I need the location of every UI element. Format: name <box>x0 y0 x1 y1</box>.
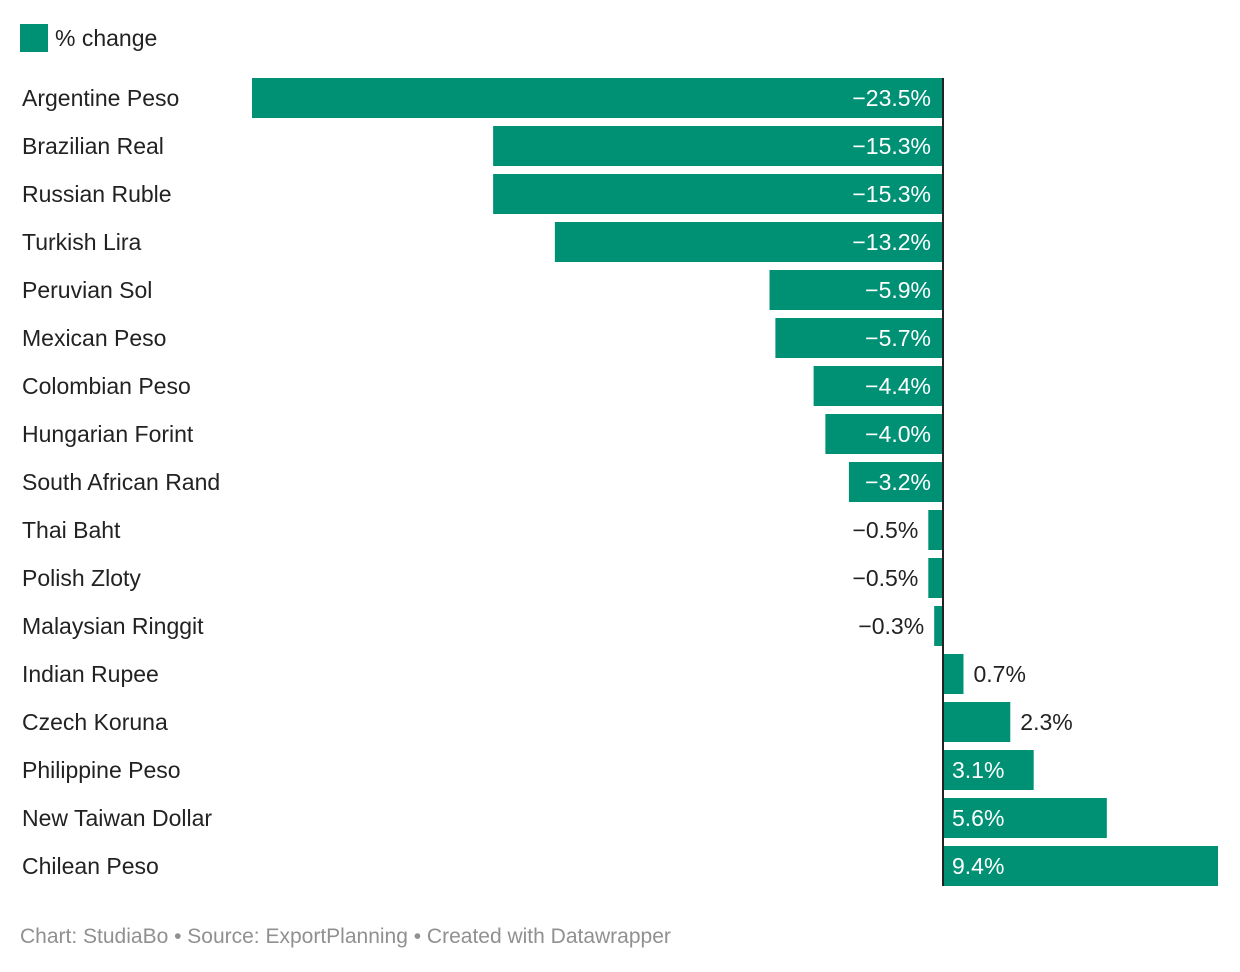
bar <box>493 174 943 214</box>
category-label: New Taiwan Dollar <box>22 805 212 831</box>
bar <box>252 78 943 118</box>
category-label: Mexican Peso <box>22 325 166 351</box>
category-label: South African Rand <box>22 469 220 495</box>
category-label: Indian Rupee <box>22 661 159 687</box>
category-label: Turkish Lira <box>22 229 141 255</box>
value-label: −5.9% <box>865 277 931 303</box>
bar <box>943 798 1107 838</box>
value-label: −3.2% <box>865 469 931 495</box>
value-label: 0.7% <box>973 661 1025 687</box>
category-label: Czech Koruna <box>22 709 168 735</box>
legend-swatch <box>20 24 48 52</box>
legend-label: % change <box>55 24 158 51</box>
value-label: −15.3% <box>852 181 931 207</box>
category-label: Hungarian Forint <box>22 421 194 447</box>
category-label: Russian Ruble <box>22 181 172 207</box>
bar <box>943 654 964 694</box>
bar <box>928 510 943 550</box>
bar <box>943 702 1011 742</box>
bar <box>943 846 1218 886</box>
bar <box>928 558 943 598</box>
category-label: Philippine Peso <box>22 757 181 783</box>
value-label: −5.7% <box>865 325 931 351</box>
bar <box>775 318 943 358</box>
bar <box>825 414 943 454</box>
category-label: Malaysian Ringgit <box>22 613 204 639</box>
bar <box>554 222 943 262</box>
category-label: Polish Zloty <box>22 565 141 591</box>
bar <box>493 126 943 166</box>
category-label: Brazilian Real <box>22 133 164 159</box>
value-label: 9.4% <box>952 853 1004 879</box>
value-label: −0.3% <box>858 613 924 639</box>
category-label: Peruvian Sol <box>22 277 152 303</box>
category-label: Chilean Peso <box>22 853 159 879</box>
value-label: 2.3% <box>1020 709 1072 735</box>
value-label: −4.4% <box>865 373 931 399</box>
bar <box>848 462 943 502</box>
value-label: −23.5% <box>852 85 931 111</box>
value-label: −13.2% <box>852 229 931 255</box>
category-label: Thai Baht <box>22 517 121 543</box>
chart-credit: Chart: StudiaBo • Source: ExportPlanning… <box>20 925 671 948</box>
value-label: −4.0% <box>865 421 931 447</box>
bar <box>934 606 943 646</box>
value-label: 3.1% <box>952 757 1004 783</box>
bar <box>769 270 943 310</box>
bar-chart: Argentine Peso −23.5% Brazilian Real −15.3%… <box>22 78 1218 886</box>
value-label: 5.6% <box>952 805 1004 831</box>
value-label: −15.3% <box>852 133 931 159</box>
category-label: Argentine Peso <box>22 85 179 111</box>
category-label: Colombian Peso <box>22 373 191 399</box>
value-label: −0.5% <box>852 565 918 591</box>
value-label: −0.5% <box>852 517 918 543</box>
legend: % change <box>20 24 157 52</box>
bar <box>813 366 943 406</box>
bar <box>943 750 1034 790</box>
